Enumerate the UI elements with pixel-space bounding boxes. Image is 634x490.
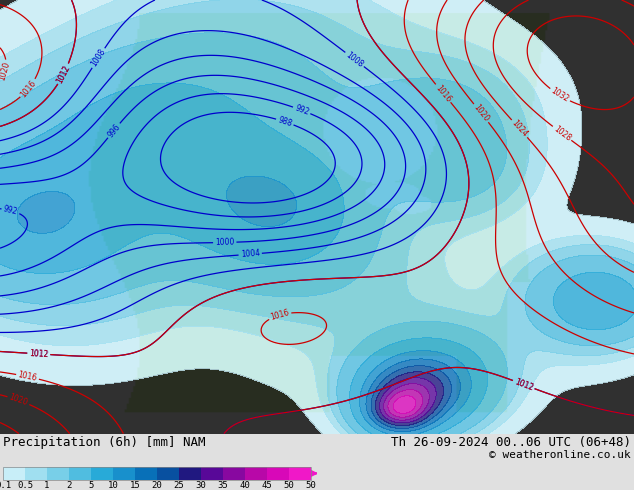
- Text: 0.5: 0.5: [17, 481, 33, 490]
- Text: 2: 2: [67, 481, 72, 490]
- Text: 1024: 1024: [510, 119, 529, 139]
- Text: 1: 1: [44, 481, 49, 490]
- Text: 45: 45: [262, 481, 273, 490]
- Bar: [69, 467, 91, 480]
- Bar: [179, 467, 201, 480]
- Bar: [135, 467, 157, 480]
- Bar: [3, 467, 25, 480]
- Text: 1000: 1000: [215, 238, 235, 247]
- Text: Precipitation (6h) [mm] NAM: Precipitation (6h) [mm] NAM: [3, 436, 205, 449]
- Text: 5: 5: [88, 481, 94, 490]
- Text: 1032: 1032: [549, 86, 571, 104]
- Text: 25: 25: [174, 481, 184, 490]
- Text: 40: 40: [240, 481, 250, 490]
- Text: 10: 10: [108, 481, 119, 490]
- Text: 1012: 1012: [29, 349, 49, 359]
- Text: 35: 35: [217, 481, 228, 490]
- Text: 1012: 1012: [29, 349, 49, 359]
- Bar: [157, 467, 179, 480]
- Bar: [113, 467, 135, 480]
- Text: 1016: 1016: [17, 370, 38, 383]
- Text: 1028: 1028: [552, 124, 573, 143]
- Text: 1012: 1012: [513, 377, 534, 392]
- Text: 1020: 1020: [8, 393, 29, 408]
- Text: 1020: 1020: [472, 103, 491, 123]
- Text: 30: 30: [196, 481, 207, 490]
- Text: 50: 50: [306, 481, 316, 490]
- Bar: [223, 467, 245, 480]
- Bar: [267, 467, 289, 480]
- Text: 988: 988: [276, 115, 293, 128]
- Text: 992: 992: [294, 103, 310, 117]
- Bar: [47, 467, 69, 480]
- Text: 1020: 1020: [0, 61, 12, 81]
- Text: 992: 992: [3, 204, 19, 217]
- Text: 1008: 1008: [89, 48, 107, 69]
- Text: 1012: 1012: [55, 63, 72, 85]
- Text: 1016: 1016: [19, 78, 38, 99]
- Text: 1004: 1004: [240, 249, 260, 259]
- Text: Th 26-09-2024 00..06 UTC (06+48): Th 26-09-2024 00..06 UTC (06+48): [391, 436, 631, 449]
- Text: 0.1: 0.1: [0, 481, 11, 490]
- Text: 50: 50: [283, 481, 294, 490]
- Bar: [3, 467, 311, 480]
- Bar: [289, 467, 311, 480]
- Text: © weatheronline.co.uk: © weatheronline.co.uk: [489, 450, 631, 460]
- Text: 996: 996: [106, 122, 122, 139]
- Bar: [245, 467, 267, 480]
- Text: 1008: 1008: [344, 50, 365, 69]
- Text: 15: 15: [129, 481, 140, 490]
- Text: 1012: 1012: [513, 377, 534, 392]
- Text: 20: 20: [152, 481, 162, 490]
- Text: 1016: 1016: [269, 308, 290, 322]
- Text: 1016: 1016: [434, 83, 453, 104]
- Text: 1012: 1012: [55, 63, 72, 85]
- Bar: [91, 467, 113, 480]
- Bar: [25, 467, 47, 480]
- Bar: [201, 467, 223, 480]
